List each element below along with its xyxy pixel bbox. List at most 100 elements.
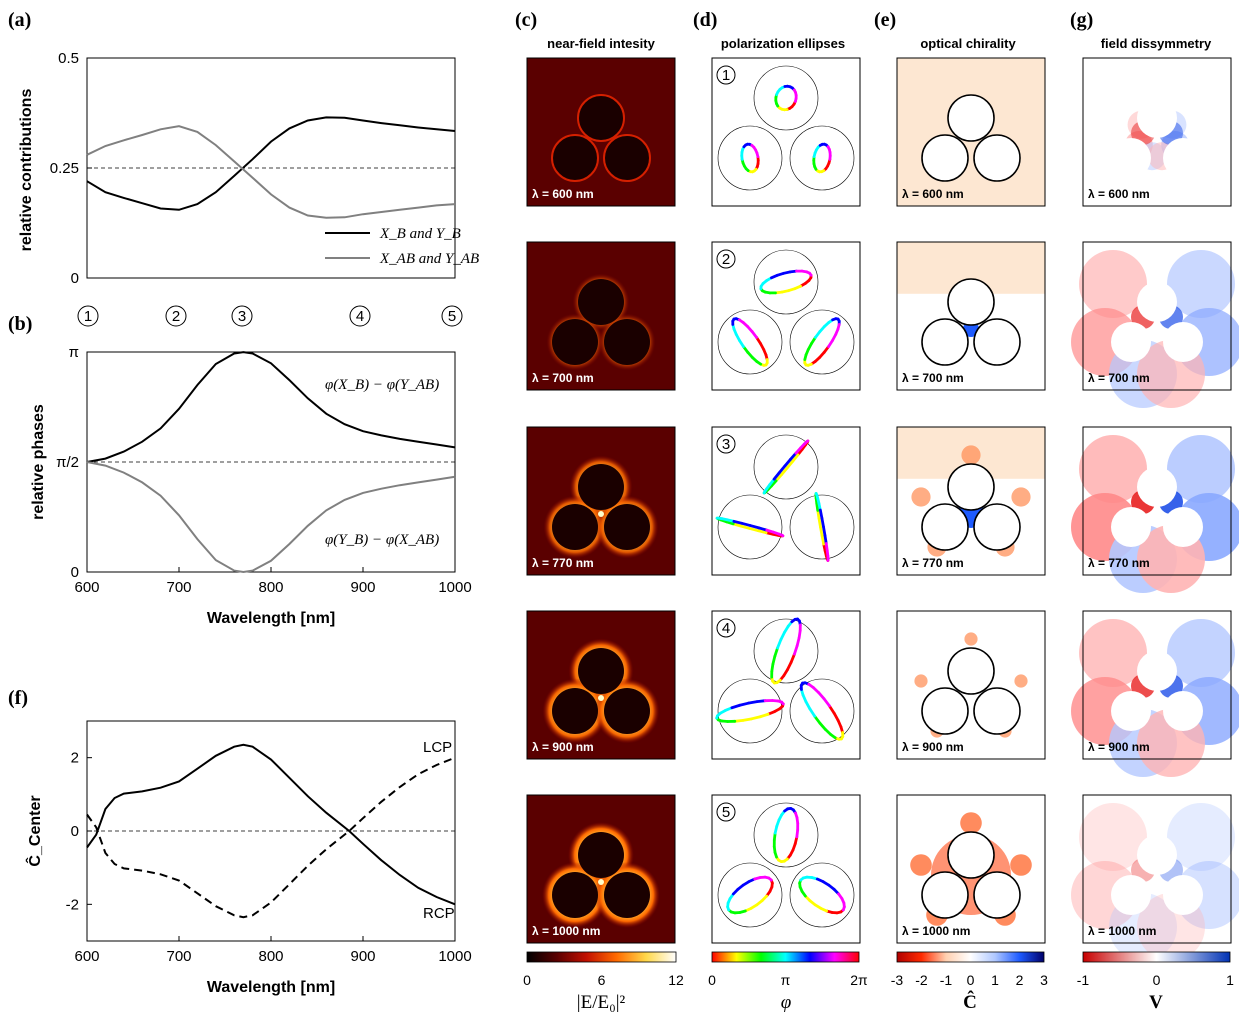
- chirality-lobe: [961, 445, 981, 465]
- nanodisk: [947, 647, 995, 695]
- ellipse-segment: [827, 339, 834, 348]
- colorbar-tick-label: 6: [598, 972, 606, 988]
- panel-frame: [1082, 426, 1232, 576]
- chirality-panel: λ = 900 nm: [896, 610, 1046, 760]
- chirality-lobe: [911, 487, 931, 507]
- nanodisk: [1111, 875, 1151, 915]
- nanodisk: [1111, 507, 1151, 547]
- polarization-panel: 4: [711, 610, 861, 760]
- colorbar-tick-label: 0: [1153, 972, 1161, 988]
- disk-outline: [789, 309, 855, 375]
- chirality-lobe: [1014, 674, 1028, 688]
- wavelength-marker-label: 1: [84, 308, 92, 325]
- colorbar-d: [711, 951, 860, 963]
- colorbar-label-c: |E/E₀|²: [577, 992, 626, 1013]
- row-marker: [716, 802, 736, 822]
- chirality-lobe: [1011, 487, 1031, 507]
- row-marker-label: 1: [722, 67, 730, 84]
- y-tick-label: 2: [71, 750, 79, 767]
- ellipse-segment: [773, 646, 779, 658]
- y-tick-label: 0.5: [58, 50, 79, 67]
- nanodisk: [921, 687, 969, 735]
- nearfield-panel: λ = 700 nm: [526, 241, 676, 391]
- wavelength-marker-label: 3: [238, 308, 246, 325]
- x-tick-label: 800: [258, 579, 283, 596]
- row-marker-label: 3: [722, 436, 730, 453]
- chirality-lobe: [964, 632, 978, 646]
- wavelength-label: λ = 700 nm: [532, 371, 594, 385]
- colorbar-tick-label: 1: [991, 972, 999, 988]
- disk-outline: [753, 802, 819, 868]
- ellipse-segment: [750, 330, 758, 339]
- ellipse-segment: [808, 271, 813, 277]
- colorbar-label-e: Ĉ: [963, 990, 977, 1013]
- nanodisk: [973, 871, 1021, 919]
- annotation-phase-2: φ(Y_B) − φ(X_AB): [325, 532, 439, 548]
- disk-outline: [753, 249, 819, 315]
- column-title-g: field dissymmetry: [1101, 36, 1212, 51]
- ellipse-segment: [780, 533, 785, 538]
- legend-label-xb-yb: X_B and Y_B: [379, 226, 461, 242]
- dissymmetry-lobe: [1079, 803, 1147, 871]
- ellipse-segment: [783, 457, 792, 468]
- wavelength-label: λ = 600 nm: [902, 187, 964, 201]
- wavelength-marker: [231, 305, 253, 327]
- y-axis-label-b: relative phases: [30, 404, 47, 520]
- ellipse-segment: [741, 717, 754, 722]
- dissymmetry-lobe: [1167, 250, 1235, 318]
- disk-outline: [753, 65, 819, 131]
- hotspot: [598, 879, 604, 885]
- chart-relative-contributions: 0 0.25 0.5 X_B and Y_B X_AB and Y_AB relat…: [18, 50, 479, 327]
- ellipse-segment: [822, 525, 827, 537]
- nanodisk: [947, 278, 995, 326]
- ellipse-segment: [822, 697, 831, 708]
- y-tick-label: π: [69, 344, 79, 361]
- nanodisk: [973, 687, 1021, 735]
- nanodisk: [973, 318, 1021, 366]
- nearfield-panel: λ = 900 nm: [526, 610, 676, 760]
- nanodisk: [1137, 467, 1177, 507]
- row-marker: [716, 249, 736, 269]
- wavelength-marker: [77, 305, 99, 327]
- disk-outline: [717, 862, 783, 928]
- polarization-panel: 2: [711, 241, 861, 391]
- y-tick-label: 0: [71, 564, 79, 581]
- wavelength-label: λ = 700 nm: [902, 371, 964, 385]
- wavelength-label: λ = 600 nm: [532, 187, 594, 201]
- chart-relative-phases: 0π/2π 600 700 800 900 1000 φ(X_B) − φ(Y_AB) …: [30, 344, 472, 627]
- ellipse-segment: [738, 701, 750, 707]
- x-tick-label: 600: [74, 948, 99, 965]
- polarization-panel: 1: [711, 57, 861, 207]
- chirality-lobe: [914, 674, 928, 688]
- nanodisk: [551, 134, 599, 182]
- x-tick-label: 1000: [438, 948, 471, 965]
- wavelength-marker: [165, 305, 187, 327]
- disk-outline: [753, 618, 819, 684]
- x-tick-label: 600: [74, 579, 99, 596]
- ellipse-segment: [789, 652, 796, 664]
- panel-label-d: (d): [693, 9, 717, 31]
- disk-outline: [717, 125, 783, 191]
- y-tick-label: 0: [71, 823, 79, 840]
- series-line-xb-yb: [86, 116, 456, 211]
- colorbar-tick-label: 0: [523, 972, 531, 988]
- panel-frame: [896, 426, 1046, 576]
- wavelength-label: λ = 1000 nm: [1088, 924, 1156, 938]
- panel-label-e: (e): [874, 9, 896, 31]
- nanodisk: [578, 832, 624, 878]
- wavelength-label: λ = 770 nm: [1088, 556, 1150, 570]
- x-tick-label: 700: [166, 579, 191, 596]
- nanodisk: [604, 504, 650, 550]
- nanodisk: [921, 134, 969, 182]
- series-label-lcp: LCP: [423, 739, 452, 756]
- dissymmetry-lobe: [1167, 619, 1235, 687]
- nanodisk: [1111, 691, 1151, 731]
- panel-frame: [1082, 610, 1232, 760]
- disk-outline: [717, 309, 783, 375]
- colorbar-g: [1082, 951, 1231, 963]
- dissymmetry-panel: λ = 1000 nm: [1071, 794, 1239, 961]
- ellipse-segment: [827, 704, 836, 715]
- wavelength-label: λ = 700 nm: [1088, 371, 1150, 385]
- y-tick-label: -2: [66, 896, 79, 913]
- disk-outline: [753, 434, 819, 500]
